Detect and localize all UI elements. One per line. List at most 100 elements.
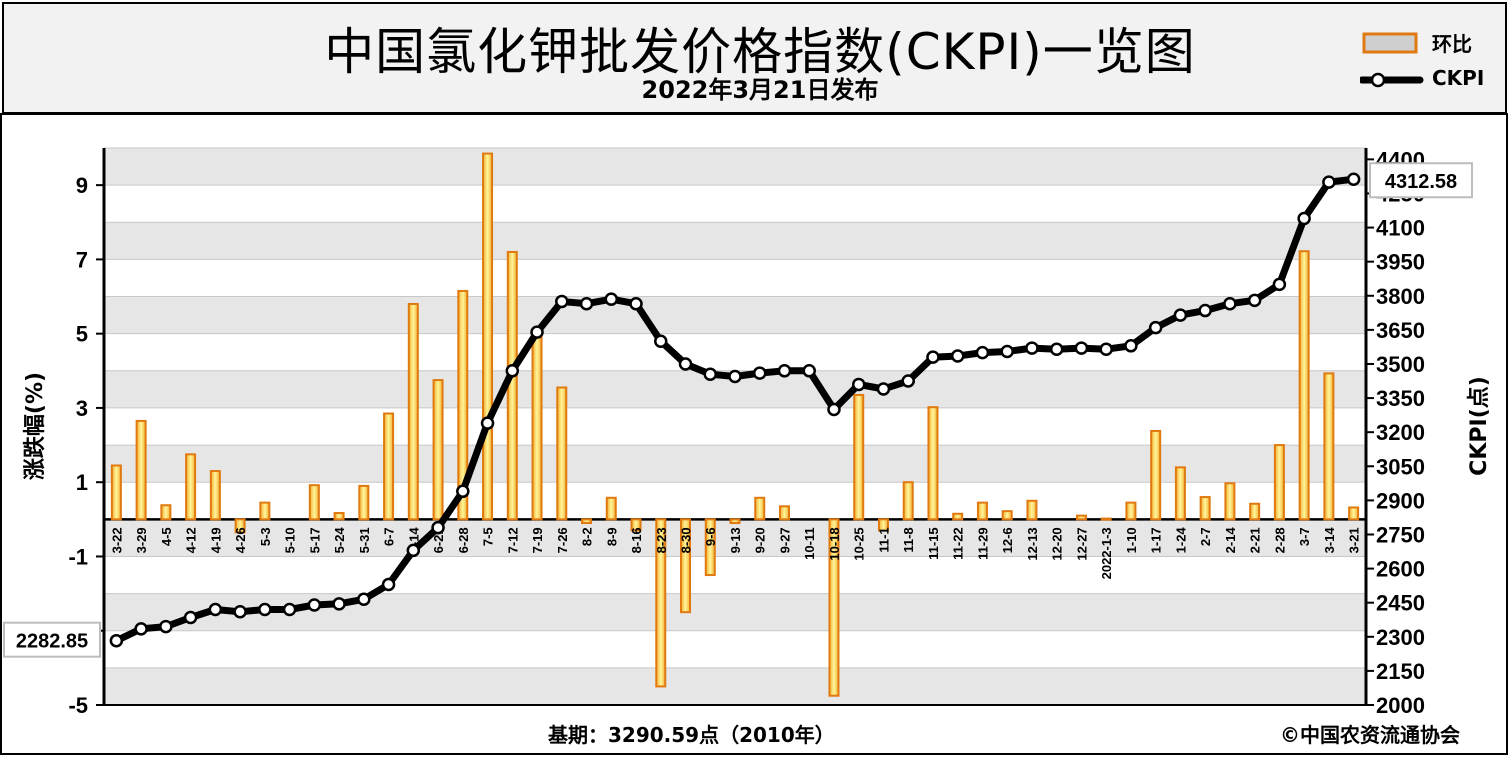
- bar-8-30: [680, 518, 692, 614]
- ckpi-point-1-24: [1173, 308, 1188, 322]
- legend-bar-swatch: [1362, 32, 1418, 54]
- ckpi-point-2-7: [1198, 303, 1212, 318]
- bar-6-14: [407, 302, 419, 521]
- ckpi-point-8-9: [604, 292, 619, 306]
- x-tick-label-2-21: 2-21: [1248, 527, 1263, 553]
- x-tick-label-12-6: 12-6: [1000, 527, 1015, 553]
- ckpi-point-10-11: [802, 364, 816, 378]
- x-tick-label-8-16: 8-16: [629, 527, 644, 553]
- ckpi-point-7-19: [530, 325, 544, 339]
- plot-border: [0, 113, 1508, 755]
- bar-12-6: [1001, 510, 1013, 521]
- annotations: 2282.85 4312.58: [3, 162, 1473, 658]
- bar-4-5: [160, 504, 172, 521]
- ckpi-point-12-27: [1074, 341, 1089, 355]
- ckpi-point-4-26: [233, 605, 247, 619]
- grid-band: [104, 519, 1366, 557]
- bar-12-27: [1075, 514, 1087, 521]
- ckpi-point-6-7: [381, 577, 396, 592]
- bar-2-28: [1273, 444, 1285, 521]
- x-tick-label-3-14: 3-14: [1322, 527, 1337, 554]
- bar-11-1: [877, 518, 889, 532]
- ckpi-point-7-12: [505, 364, 520, 378]
- ckpi-point-6-14: [406, 543, 421, 558]
- bar-10-25: [853, 393, 865, 521]
- ckpi-point-12-20: [1049, 342, 1064, 356]
- bar-2-7: [1199, 496, 1211, 521]
- ckpi-point-3-14: [1322, 175, 1336, 189]
- x-tick-label-5-10: 5-10: [283, 527, 298, 553]
- x-tick-label-7-26: 7-26: [555, 527, 570, 553]
- ckpi-point-1-10: [1124, 339, 1138, 353]
- right-tick-label: 2150: [1376, 659, 1425, 684]
- ckpi-point-9-27: [777, 364, 792, 378]
- bar-6-28: [457, 289, 469, 521]
- ckpi-point-9-6: [703, 367, 718, 381]
- bar-5-3: [259, 501, 271, 521]
- ckpi-point-5-24: [332, 597, 346, 611]
- legend-bar-label: 环比: [1432, 32, 1472, 56]
- x-tick-label-1-10: 1-10: [1124, 527, 1139, 553]
- left-tick-label: -1: [68, 544, 88, 569]
- ckpi-point-4-19: [208, 602, 223, 617]
- right-tick-label: 3650: [1376, 318, 1425, 343]
- left-axis-label: 涨跌幅(%): [23, 372, 48, 480]
- left-tick-label: 7: [76, 247, 88, 272]
- x-tick-label-8-2: 8-2: [580, 527, 595, 546]
- ckpi-point-9-20: [752, 366, 767, 380]
- right-tick-label: 3350: [1376, 386, 1425, 411]
- x-tick-label-4-26: 4-26: [233, 527, 248, 553]
- ckpi-point-11-29: [975, 345, 990, 360]
- x-tick-labels: 3-22 3-29 4-5 4-12 4-19 4-26 5-3 5-10 5-17 5-24 5-…: [109, 527, 1361, 580]
- grid-band: [104, 667, 1366, 705]
- bar-7-12: [506, 250, 518, 521]
- right-tick-label: 2000: [1376, 693, 1425, 718]
- bar-9-6: [704, 518, 716, 577]
- x-tick-label-11-22: 11-22: [951, 527, 966, 560]
- bar-series: [110, 152, 1360, 697]
- x-tick-label-8-23: 8-23: [654, 527, 669, 553]
- x-tick-label-2-28: 2-28: [1272, 527, 1287, 553]
- bar-4-12: [185, 453, 197, 521]
- ckpi-point-2-14: [1223, 296, 1237, 311]
- bar-3-14: [1323, 372, 1335, 521]
- x-tick-label-8-30: 8-30: [679, 527, 694, 553]
- legend-item-bar: 环比: [1360, 28, 1505, 56]
- right-tick-label: 3050: [1376, 454, 1425, 479]
- last-value-box: [1369, 162, 1473, 199]
- ckpi-point-7-26: [555, 294, 569, 309]
- bar-3-29: [135, 419, 147, 521]
- right-tick-label: 2300: [1376, 625, 1425, 650]
- left-tick-label: 1: [76, 470, 88, 495]
- bar-11-15: [927, 406, 939, 521]
- ckpi-point-11-8: [901, 374, 915, 388]
- grid-bands: [104, 148, 1366, 705]
- bar-10-18: [828, 518, 840, 697]
- bar-5-24: [333, 512, 345, 521]
- bar-9-20: [754, 496, 766, 521]
- right-tick-label: 2900: [1376, 488, 1425, 513]
- ckpi-point-8-2: [579, 296, 594, 311]
- x-tick-label-12-20: 12-20: [1050, 527, 1065, 560]
- right-tick-label: 3200: [1376, 420, 1425, 445]
- x-tick-label-6-28: 6-28: [456, 527, 471, 553]
- last-value-label: 4312.58: [1385, 171, 1457, 193]
- bar-6-21: [432, 379, 444, 521]
- x-tick-label-11-1: 11-1: [876, 527, 891, 552]
- left-tick-label: 5: [76, 322, 88, 347]
- x-tick-label-2022-1-3: 2022-1-3: [1099, 527, 1114, 579]
- ckpi-point-8-16: [629, 296, 643, 311]
- x-tick-label-11-29: 11-29: [975, 527, 990, 560]
- ckpi-point-3-21: [1346, 172, 1361, 186]
- bar-9-13: [729, 518, 741, 525]
- ckpi-point-12-13: [1025, 341, 1039, 355]
- bar-6-7: [383, 412, 395, 521]
- left-tick-label: 3: [76, 396, 88, 421]
- ckpi-point-7-5: [480, 416, 495, 430]
- base-period-note: 基期：3290.59点（2010年）: [548, 723, 835, 747]
- ckpi-point-3-22: [109, 633, 124, 648]
- bar-1-24: [1174, 466, 1186, 521]
- bar-11-8: [902, 481, 914, 521]
- ckpi-point-10-25: [851, 377, 866, 392]
- x-tick-label-9-13: 9-13: [728, 527, 743, 553]
